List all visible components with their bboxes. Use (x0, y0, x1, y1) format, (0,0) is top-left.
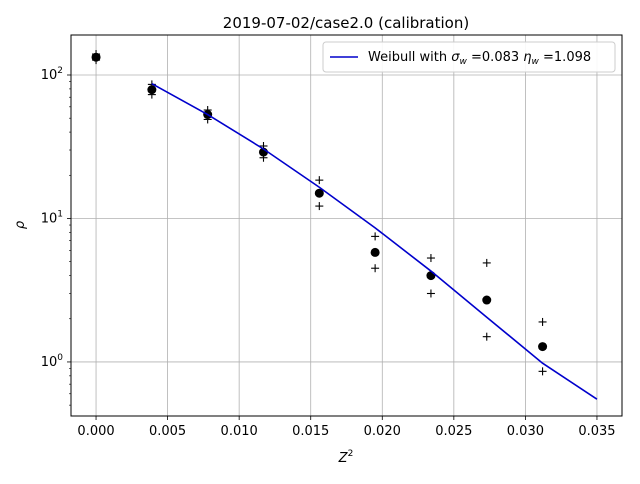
upper-bound-marker (538, 317, 547, 326)
data-point (147, 85, 157, 95)
y-tick-label: 102 (41, 66, 63, 83)
lower-bound-marker (259, 153, 268, 162)
weibull-fit-line (151, 82, 598, 400)
lower-bound-marker (315, 202, 324, 211)
x-tick-label: 0.005 (149, 424, 186, 439)
y-tick-label: 101 (41, 209, 63, 226)
data-point (314, 188, 324, 198)
grid (71, 35, 622, 416)
lower-bound-marker (147, 90, 156, 99)
axes-frame (70, 34, 623, 417)
axis-ticks: 0.000 0.005 0.010 0.015 0.020 0.025 0.030 0.035… (41, 66, 616, 439)
y-tick-label: 100 (41, 353, 64, 370)
data-point (426, 271, 436, 281)
chart-title: 2019-07-02/case2.0 (calibration) (223, 14, 469, 32)
legend-label: Weibull with σw =0.083 ηw =1.098 (368, 50, 591, 67)
x-tick-label: 0.000 (77, 424, 114, 439)
data-point (370, 247, 380, 257)
x-tick-label: 0.020 (364, 424, 401, 439)
x-tick-label: 0.030 (507, 424, 544, 439)
legend: Weibull with σw =0.083 ηw =1.098 (322, 41, 616, 73)
upper-bound-marker (426, 254, 435, 263)
lower-bound-marker (538, 367, 547, 376)
upper-bound-marker (203, 106, 212, 115)
legend-frame (322, 41, 616, 73)
plot-area (91, 50, 598, 400)
lower-bound-marker (92, 56, 101, 65)
x-tick-label: 0.025 (435, 424, 472, 439)
x-tick-label: 0.015 (292, 424, 329, 439)
lower-bound-marker (371, 264, 380, 273)
upper-bound-marker (315, 176, 324, 185)
upper-bound-marker (371, 232, 380, 241)
lower-bound-marker (482, 332, 491, 341)
x-tick-label: 0.035 (578, 424, 615, 439)
lower-bound-marker (426, 289, 435, 298)
data-point (538, 342, 548, 352)
lower-bound-marker (203, 115, 212, 124)
upper-bound-marker (482, 258, 491, 267)
data-point (482, 295, 492, 305)
x-axis-label: Z2 (338, 449, 354, 466)
x-tick-label: 0.010 (221, 424, 258, 439)
y-axis-label: ρ (13, 220, 28, 229)
